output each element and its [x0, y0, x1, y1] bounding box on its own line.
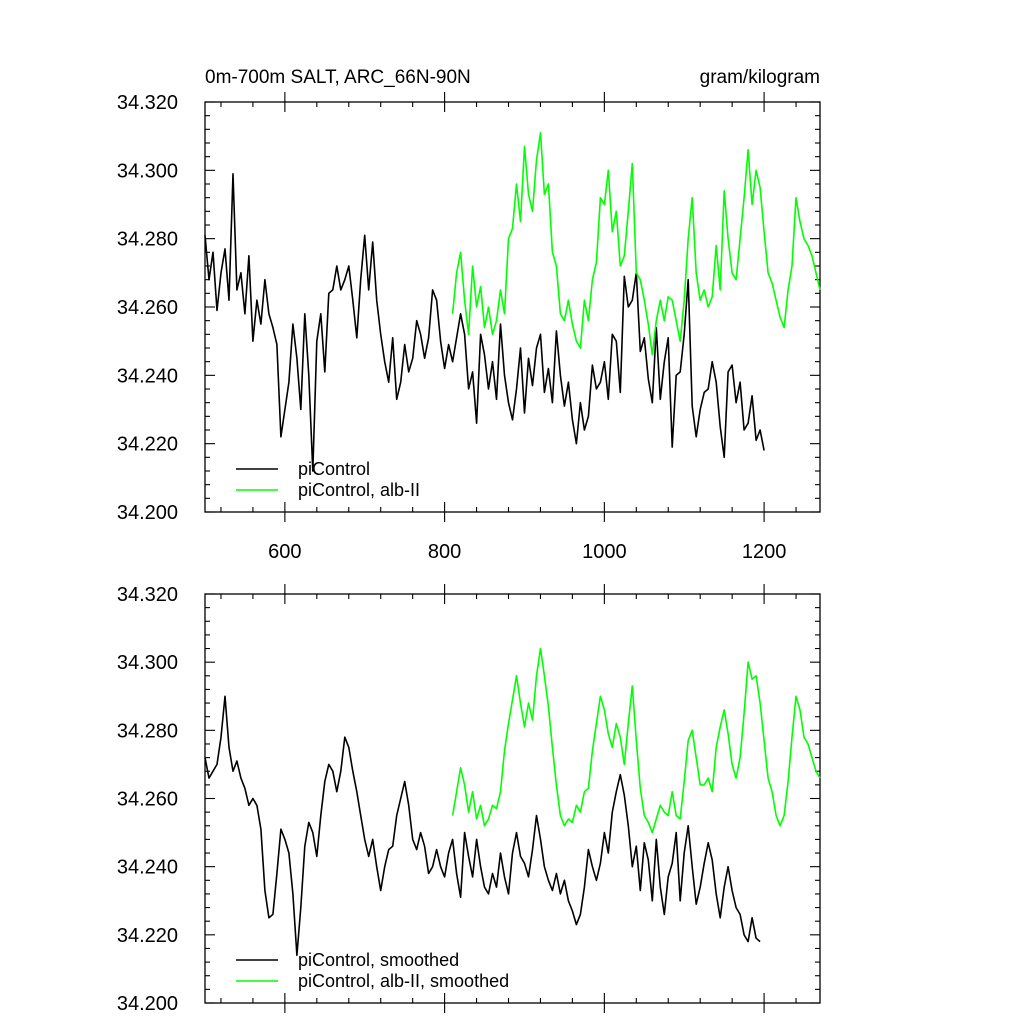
series-line-1 — [204, 173, 765, 472]
y-tick-label: 34.280 — [117, 720, 178, 742]
chart-panel-2: 34.200 34.220 34.240 34.260 34.280 34.300 34.3… — [117, 584, 821, 1015]
legend-label: piControl, alb-II, smoothed — [298, 971, 509, 991]
y-tick-label: 34.280 — [117, 229, 178, 251]
x-tick-label: 600 — [268, 541, 301, 563]
legend-label: piControl, smoothed — [298, 950, 459, 970]
legend-label: piControl, alb-II — [298, 480, 420, 500]
y-tick-label: 34.320 — [117, 92, 178, 114]
x-tick-label: 1200 — [742, 541, 787, 563]
x-tick-label: 1000 — [582, 541, 627, 563]
units-label: gram/kilogram — [700, 67, 820, 88]
x-tick-label: 800 — [428, 541, 461, 563]
series-line-2 — [451, 132, 821, 356]
y-tick-label: 34.260 — [117, 297, 178, 319]
y-tick-label: 34.320 — [117, 584, 178, 606]
y-tick-label: 34.260 — [117, 789, 178, 811]
y-tick-label: 34.300 — [117, 652, 178, 674]
series-line-1 — [204, 695, 761, 957]
y-tick-label: 34.300 — [117, 160, 178, 182]
y-tick-label: 34.220 — [117, 925, 178, 947]
chart-panel-1: 34.200 34.220 34.240 34.260 34.280 34.300 34.3… — [117, 67, 821, 563]
y-tick-label: 34.240 — [117, 365, 178, 387]
y-tick-label: 34.200 — [117, 502, 178, 524]
chart-title: 0m-700m SALT, ARC_66N-90N — [205, 67, 471, 88]
y-tick-label: 34.240 — [117, 857, 178, 879]
series-line-2 — [451, 647, 821, 834]
legend-label: piControl — [298, 459, 370, 479]
y-tick-label: 34.220 — [117, 434, 178, 456]
y-tick-label: 34.200 — [117, 993, 178, 1015]
